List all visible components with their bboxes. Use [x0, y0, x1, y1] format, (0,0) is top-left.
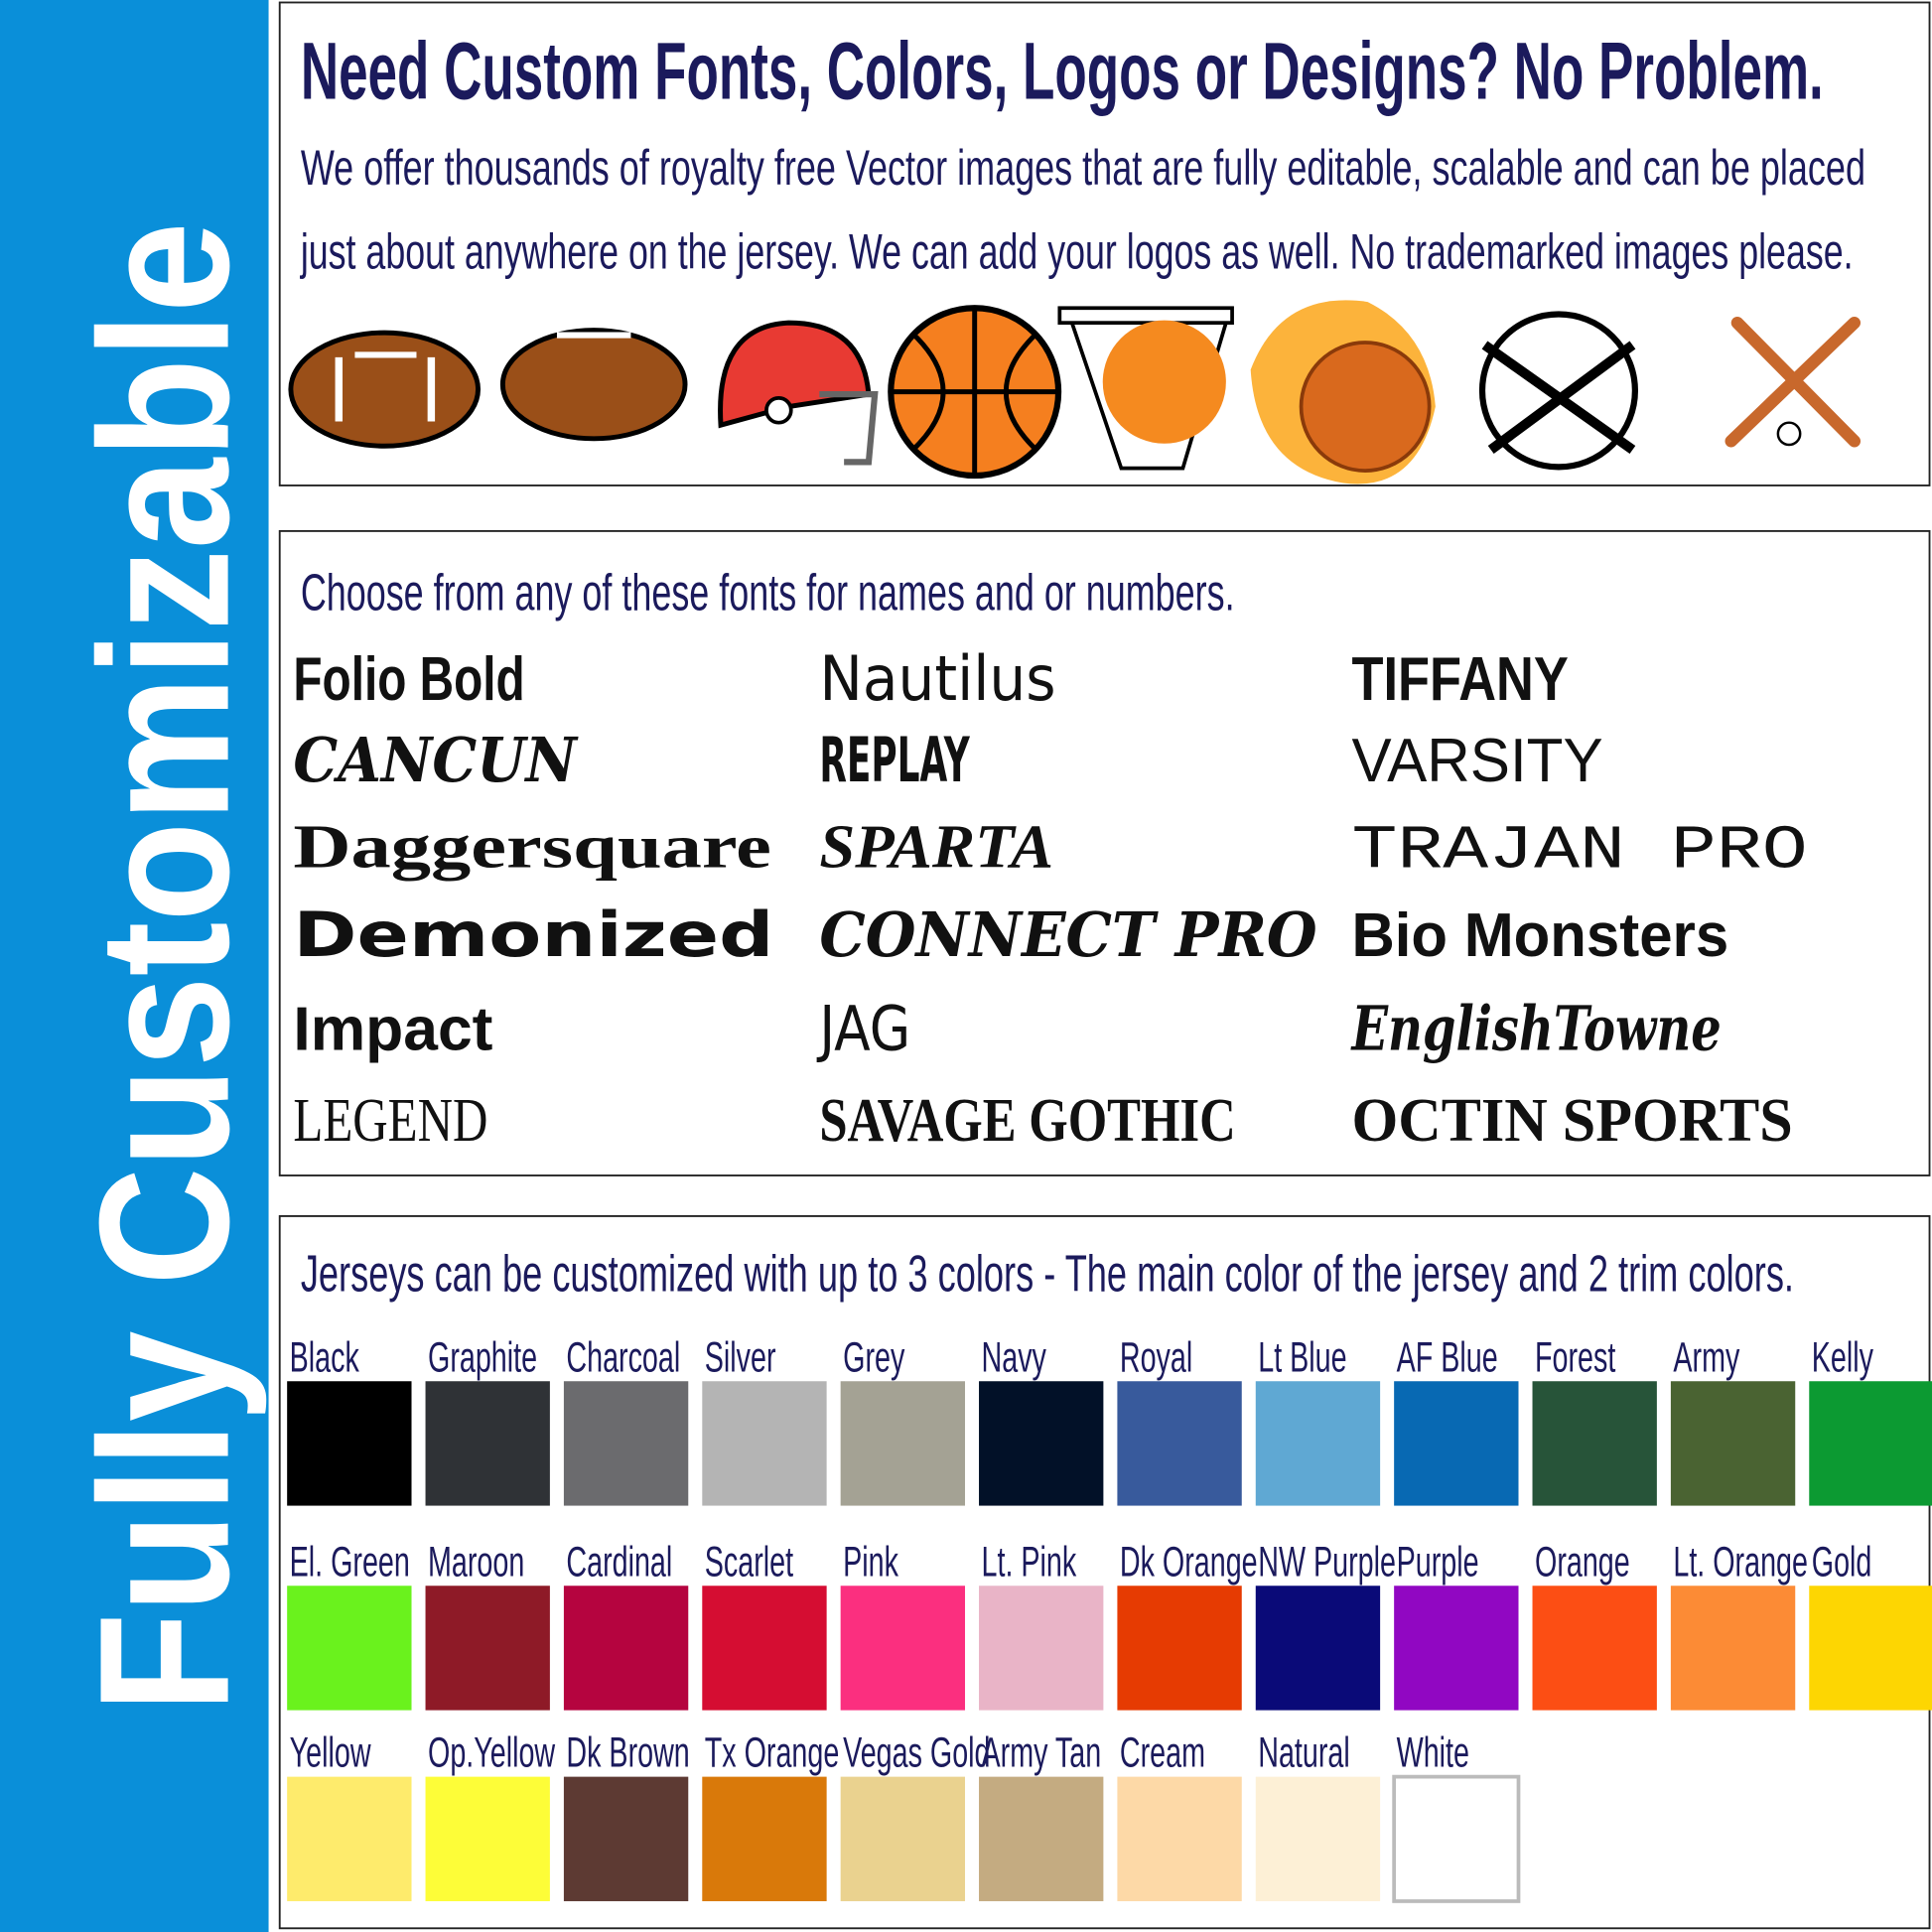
color-swatch	[287, 1381, 412, 1506]
font-sample: Bio Monsters	[1351, 901, 1728, 970]
graphics-title: Need Custom Fonts, Colors, Logos or Desi…	[301, 26, 1824, 116]
color-swatch	[1809, 1586, 1932, 1711]
sidebar	[0, 0, 269, 1932]
color-label: Vegas Gold	[843, 1728, 990, 1776]
color-swatch	[563, 1586, 689, 1711]
color-swatch	[1392, 1774, 1521, 1903]
color-label: Lt. Pink	[982, 1538, 1077, 1586]
color-label: Yellow	[290, 1728, 372, 1776]
color-label: Maroon	[428, 1538, 524, 1586]
color-label: Natural	[1258, 1728, 1349, 1776]
color-label: NW Purple	[1258, 1538, 1396, 1586]
font-sample: Folio Bold	[293, 645, 524, 714]
font-sample: Demonized	[293, 898, 773, 971]
color-label: Dk Brown	[566, 1728, 689, 1776]
color-label: Cream	[1120, 1728, 1205, 1776]
color-label: Grey	[843, 1333, 904, 1381]
font-sample: VARSITY	[1351, 727, 1602, 795]
color-label: Cardinal	[566, 1538, 672, 1586]
color-label: Royal	[1120, 1333, 1192, 1381]
color-swatch	[702, 1381, 827, 1506]
sport-icons	[288, 300, 1862, 484]
color-swatch	[563, 1381, 689, 1506]
color-swatch	[979, 1586, 1104, 1711]
color-label: El. Green	[290, 1538, 410, 1586]
font-sample: Nautilus	[819, 642, 1055, 715]
color-swatch	[979, 1381, 1104, 1506]
color-label: Kelly	[1812, 1333, 1873, 1381]
color-swatch	[1117, 1586, 1242, 1711]
color-swatch	[1670, 1381, 1796, 1506]
color-label: Op.Yellow	[428, 1728, 556, 1776]
color-label: White	[1397, 1728, 1469, 1776]
color-swatch	[563, 1776, 689, 1901]
color-swatch	[287, 1586, 412, 1711]
color-label: AF Blue	[1397, 1333, 1498, 1381]
color-swatch	[979, 1776, 1104, 1901]
fonts-panel	[278, 529, 1931, 1176]
color-label: Graphite	[428, 1333, 537, 1381]
color-swatch	[702, 1586, 827, 1711]
color-label: Black	[290, 1333, 360, 1381]
font-sample: REPLAY	[819, 724, 970, 796]
color-swatch	[840, 1776, 966, 1901]
font-sample: Daggersquare	[293, 814, 771, 882]
color-swatch	[1532, 1381, 1657, 1506]
color-label: Army	[1673, 1333, 1739, 1381]
colors-panel	[278, 1215, 1931, 1930]
font-sample: SAVAGE GOTHIC	[819, 1087, 1235, 1155]
colors-heading: Jerseys can be customized with up to 3 c…	[301, 1246, 1794, 1304]
color-swatch	[425, 1381, 550, 1506]
color-swatch	[1255, 1381, 1381, 1506]
color-label: Gold	[1812, 1538, 1872, 1586]
font-list: Folio Bold CANCUN Daggersquare Demonized Imp…	[293, 642, 1807, 1155]
color-swatch	[702, 1776, 827, 1901]
color-swatch	[1809, 1381, 1932, 1506]
font-sample: EnglishTowne	[1350, 992, 1722, 1064]
color-swatch	[1255, 1776, 1381, 1901]
font-sample: CANCUN	[293, 724, 579, 796]
graphics-line: We offer thousands of royalty free Vecto…	[301, 140, 1865, 196]
color-label: Lt. Orange	[1673, 1538, 1808, 1586]
graphics-line: just about anywhere on the jersey. We ca…	[299, 224, 1853, 280]
font-sample: TRAJAN PRO	[1351, 816, 1807, 887]
fonts-heading: Choose from any of these fonts for names…	[301, 564, 1235, 621]
color-swatch	[840, 1381, 966, 1506]
color-swatch	[1117, 1381, 1242, 1506]
font-sample: JAG	[816, 992, 910, 1064]
color-swatch	[1394, 1381, 1519, 1506]
color-label: Tx Orange	[705, 1728, 840, 1776]
font-sample: TIFFANY	[1351, 645, 1568, 714]
color-swatch	[425, 1776, 550, 1901]
color-swatch	[840, 1586, 966, 1711]
color-swatch	[425, 1586, 550, 1711]
color-label: Lt Blue	[1258, 1333, 1346, 1381]
color-label: Silver	[705, 1333, 776, 1381]
font-sample: CONNECT PRO	[819, 898, 1316, 971]
color-swatch	[1255, 1586, 1381, 1711]
font-sample: OCTIN SPORTS	[1351, 1087, 1792, 1155]
swatch-list: Black Graphite Charcoal Silver Grey Navy Royal…	[287, 1333, 1932, 1903]
font-sample: SPARTA	[819, 814, 1053, 882]
color-label: Forest	[1535, 1333, 1615, 1381]
color-swatch	[287, 1776, 412, 1901]
font-sample: LEGEND	[293, 1087, 487, 1155]
color-label: Pink	[843, 1538, 899, 1586]
color-label: Navy	[982, 1333, 1046, 1381]
color-swatch	[1532, 1586, 1657, 1711]
font-sample: Impact	[293, 995, 492, 1063]
color-swatch	[1670, 1586, 1796, 1711]
color-label: Dk Orange	[1120, 1538, 1258, 1586]
color-label: Orange	[1535, 1538, 1630, 1586]
sidebar-title: Fully Customizable	[62, 221, 268, 1713]
color-label: Purple	[1397, 1538, 1479, 1586]
color-label: Army Tan	[982, 1728, 1102, 1776]
color-label: Charcoal	[566, 1333, 680, 1381]
color-swatch	[1394, 1586, 1519, 1711]
color-label: Scarlet	[705, 1538, 793, 1586]
color-swatch	[1117, 1776, 1242, 1901]
